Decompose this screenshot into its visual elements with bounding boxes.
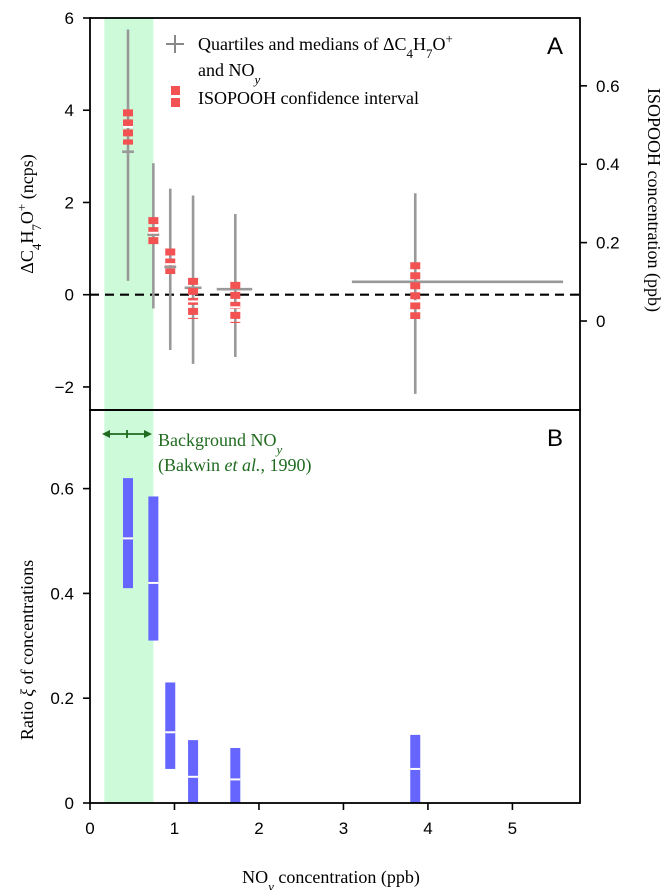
y-axis-label-b: Ratio ξ of concentrations	[17, 560, 37, 740]
x-axis-label: NOy concentration (ppb)	[242, 867, 420, 890]
background-noy-shading-b	[104, 410, 154, 803]
y-axis-label-a: ΔC4H7O+ (ncps)	[14, 154, 44, 273]
panel-b-frame	[89, 409, 581, 804]
x-tick-label-3: 3	[339, 819, 348, 838]
panel-b-label: B	[547, 425, 563, 452]
y2-tick-label-a-1: 0.2	[596, 234, 620, 253]
legend-isopooh-marker	[171, 86, 180, 107]
panel-a-marks	[90, 29, 580, 394]
legend-isopooh-label: ISOPOOH confidence interval	[198, 88, 419, 108]
legend-quartile-label: Quartiles and medians of ΔC4H7O+	[198, 31, 453, 61]
y-tick-label-b-3: 0.6	[50, 480, 74, 499]
legend: Quartiles and medians of ΔC4H7O+ and NOy…	[166, 31, 453, 108]
x-tick-label-0: 0	[85, 819, 94, 838]
legend-quartile-marker	[166, 35, 184, 53]
y2-tick-label-a-2: 0.4	[596, 155, 620, 174]
y-tick-label-a-0: −2	[55, 378, 74, 397]
ratio-bar-0	[123, 478, 134, 589]
axes: 0 1 2 3 4 5 −2 0 2 4 6 0 0.2 0.4 0.6 0 0.2 0.4 0.6	[50, 9, 619, 838]
y2-tick-label-a-3: 0.6	[596, 77, 620, 96]
y-tick-label-b-0: 0	[65, 794, 74, 813]
background-noy-citation: (Bakwin et al., 1990)	[158, 455, 312, 476]
x-tick-label-5: 5	[508, 819, 517, 838]
y-tick-label-b-2: 0.4	[50, 584, 74, 603]
ratio-bar-1	[148, 496, 159, 641]
x-tick-label-4: 4	[423, 819, 432, 838]
ratio-bar-3	[188, 740, 199, 803]
x-tick-label-1: 1	[170, 819, 179, 838]
y-tick-label-a-4: 6	[65, 9, 74, 28]
x-tick-label-2: 2	[254, 819, 263, 838]
y-tick-label-b-1: 0.2	[50, 689, 74, 708]
y-tick-label-a-2: 2	[65, 193, 74, 212]
panel-b-marks	[123, 478, 421, 803]
legend-quartile-label-line2: and NOy	[198, 60, 261, 87]
ratio-bar-4	[230, 747, 241, 803]
y-tick-label-a-1: 0	[65, 286, 74, 305]
background-noy-label: Background NOy	[158, 430, 282, 457]
background-noy-arrow	[102, 430, 152, 438]
ratio-bar-2	[165, 682, 176, 769]
panel-a-frame	[89, 17, 581, 411]
panel-a-label: A	[547, 33, 563, 60]
y2-axis-label-a: ISOPOOH concentration (ppb)	[643, 88, 662, 312]
y-tick-label-a-3: 4	[65, 101, 74, 120]
y2-tick-label-a-0: 0	[596, 312, 605, 331]
